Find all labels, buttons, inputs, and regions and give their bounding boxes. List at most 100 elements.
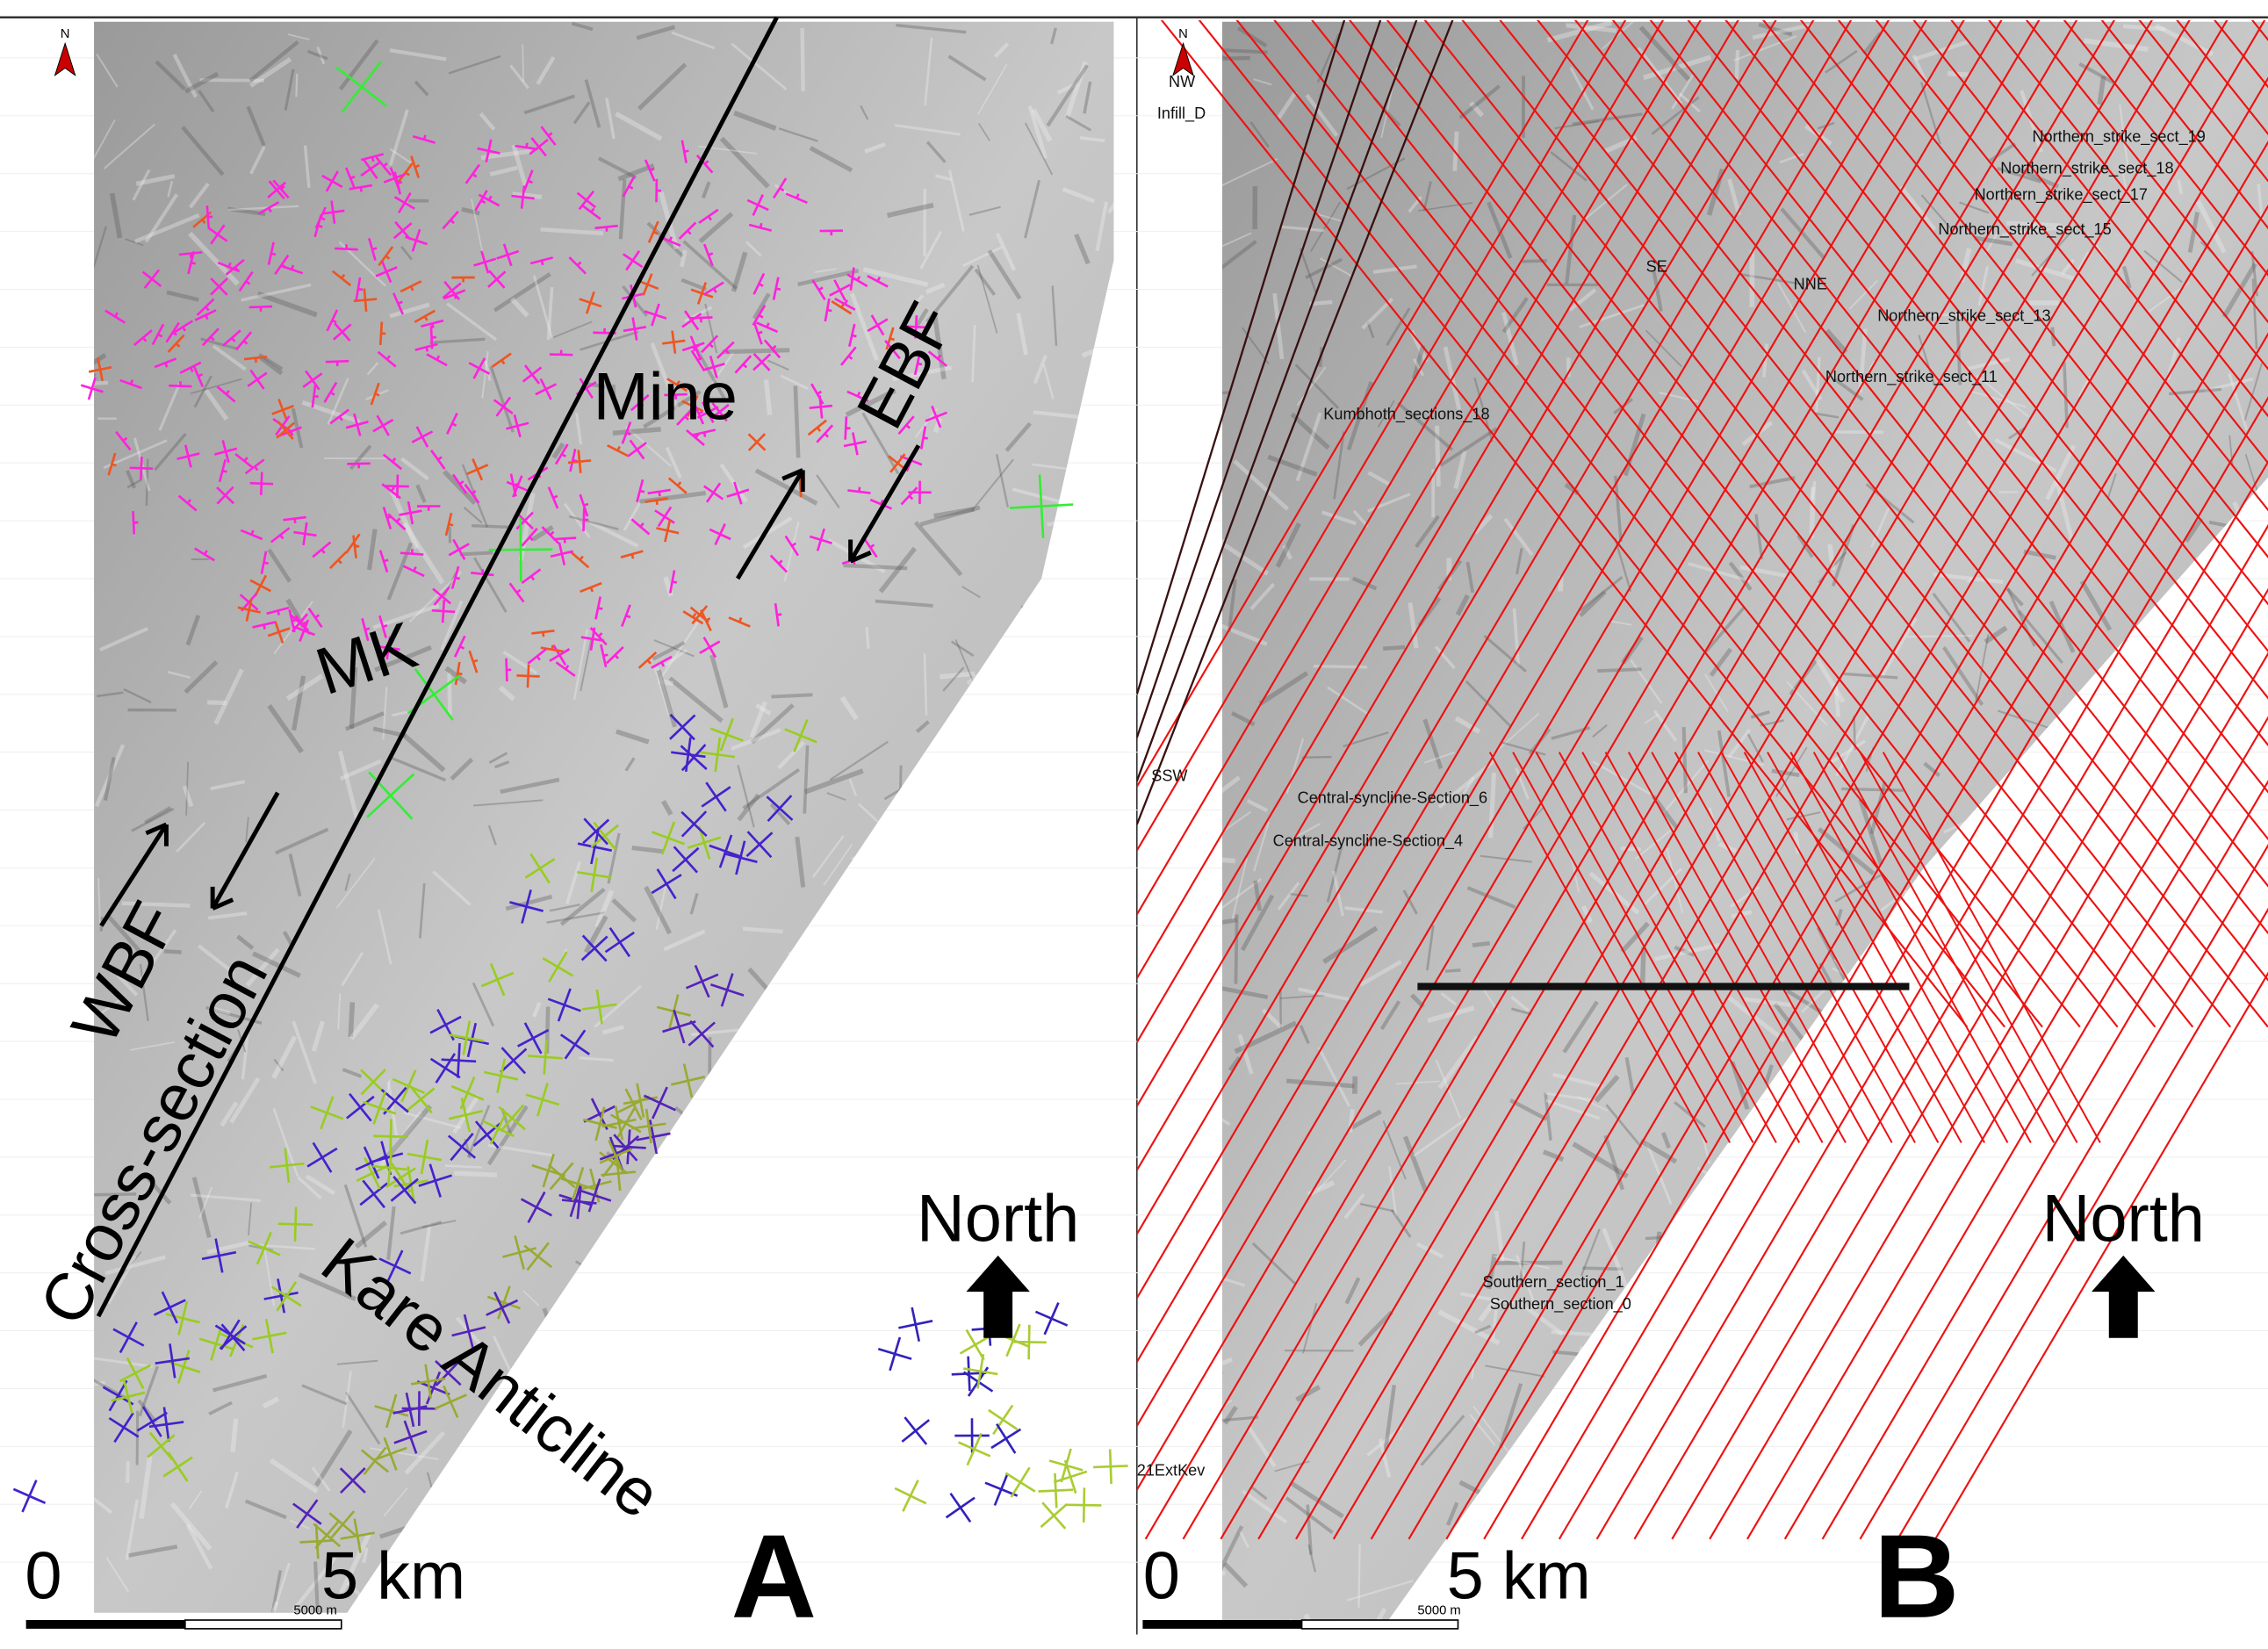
dip-tick bbox=[824, 433, 829, 438]
ridge bbox=[188, 231, 240, 286]
ridge bbox=[925, 140, 947, 163]
ridge bbox=[2087, 1577, 2093, 1597]
dip-tick bbox=[359, 1182, 388, 1206]
dip-tick bbox=[373, 1134, 408, 1139]
ridge bbox=[2101, 1415, 2115, 1465]
ridge bbox=[1827, 544, 1836, 571]
ridge bbox=[1838, 1036, 1878, 1094]
ridge bbox=[1301, 755, 1332, 759]
ridge bbox=[1272, 292, 1285, 360]
ridge bbox=[897, 838, 938, 896]
ridge bbox=[571, 1313, 576, 1371]
ridge bbox=[950, 842, 964, 912]
ridge bbox=[1050, 27, 1057, 45]
dip-tick bbox=[320, 216, 326, 221]
ridge bbox=[1756, 1436, 1778, 1498]
ridge bbox=[1289, 1480, 1344, 1519]
ridge bbox=[1491, 1307, 1498, 1339]
ridge bbox=[1411, 344, 1426, 380]
ridge bbox=[1515, 767, 1530, 800]
strike-symbol bbox=[681, 342, 705, 352]
ridge bbox=[1390, 1209, 1412, 1238]
ridge bbox=[742, 767, 801, 810]
ridge bbox=[1357, 1310, 1393, 1347]
ridge bbox=[725, 1030, 781, 1056]
ridge bbox=[1818, 962, 1833, 986]
ridge bbox=[1350, 1109, 1382, 1130]
ridge bbox=[1221, 1525, 1244, 1571]
section-line bbox=[1558, 752, 1777, 1143]
dip-tick bbox=[263, 561, 269, 565]
strike-symbol bbox=[325, 359, 349, 364]
ridge bbox=[2048, 600, 2076, 653]
ridge bbox=[2121, 265, 2132, 289]
dip-tick bbox=[214, 447, 238, 456]
strike-symbol bbox=[531, 630, 555, 635]
ridge bbox=[1542, 1149, 1565, 1163]
ridge bbox=[1321, 510, 1357, 526]
ridge bbox=[970, 1514, 1008, 1530]
dip-tick bbox=[908, 494, 914, 500]
ridge bbox=[546, 911, 606, 924]
strike-symbol bbox=[636, 479, 644, 503]
dip-tick bbox=[214, 1238, 224, 1273]
strike-symbol bbox=[582, 508, 586, 532]
ridge bbox=[712, 1460, 774, 1492]
ridge bbox=[650, 342, 680, 410]
strike-symbol bbox=[785, 192, 808, 205]
ridge bbox=[1501, 297, 1529, 334]
dip-tick bbox=[752, 194, 765, 217]
dip-tick bbox=[430, 323, 435, 328]
ridge bbox=[1003, 954, 1025, 975]
scale-start: 0 bbox=[25, 1538, 61, 1613]
ridge bbox=[1413, 1116, 1469, 1157]
dip-tick bbox=[529, 853, 551, 884]
dip-tick bbox=[639, 489, 645, 493]
ridge bbox=[386, 1206, 396, 1260]
ridge bbox=[933, 507, 975, 519]
ridge bbox=[803, 1227, 868, 1264]
section-line bbox=[1198, 20, 2006, 1028]
ridge bbox=[1550, 151, 1588, 182]
ridge bbox=[1040, 585, 1061, 601]
ridge bbox=[1455, 594, 1470, 616]
dip-tick bbox=[513, 483, 519, 486]
dip-tick bbox=[526, 1242, 550, 1271]
ridge bbox=[1791, 1554, 1847, 1564]
ridge bbox=[256, 291, 318, 318]
dip-tick bbox=[268, 207, 272, 213]
ridge bbox=[1825, 328, 1848, 355]
ridge bbox=[207, 911, 248, 920]
dip-tick bbox=[359, 186, 364, 192]
ridge bbox=[588, 520, 639, 548]
ridge bbox=[875, 599, 933, 608]
section-line bbox=[1488, 752, 1708, 1143]
scale-bar bbox=[25, 1620, 185, 1629]
dip-tick bbox=[826, 308, 832, 313]
ridge bbox=[1177, 1365, 1199, 1408]
ridge bbox=[540, 227, 603, 236]
dip-tick bbox=[425, 346, 429, 352]
ridge bbox=[1346, 1579, 1415, 1602]
ridge bbox=[911, 1399, 932, 1410]
structural-measurements bbox=[12, 61, 1128, 1559]
ridge bbox=[1639, 1604, 1665, 1621]
dip-tick bbox=[1053, 1470, 1088, 1484]
ridge bbox=[1997, 1440, 2044, 1445]
dip-tick bbox=[462, 1020, 472, 1055]
ridge bbox=[2075, 251, 2089, 273]
dip-tick bbox=[418, 1174, 452, 1187]
ridge bbox=[2229, 1235, 2237, 1264]
ridge bbox=[522, 1290, 540, 1307]
ridge bbox=[188, 182, 210, 209]
ridge bbox=[1357, 1544, 1361, 1608]
ridge bbox=[709, 654, 729, 709]
dip-tick bbox=[284, 1148, 291, 1184]
strike-symbol bbox=[651, 655, 673, 669]
ridge bbox=[972, 880, 983, 896]
ridge bbox=[568, 515, 619, 530]
dip-tick bbox=[382, 162, 388, 168]
section-line bbox=[1483, 204, 2268, 1540]
dip-tick bbox=[448, 522, 454, 527]
ridge bbox=[2035, 1393, 2092, 1444]
